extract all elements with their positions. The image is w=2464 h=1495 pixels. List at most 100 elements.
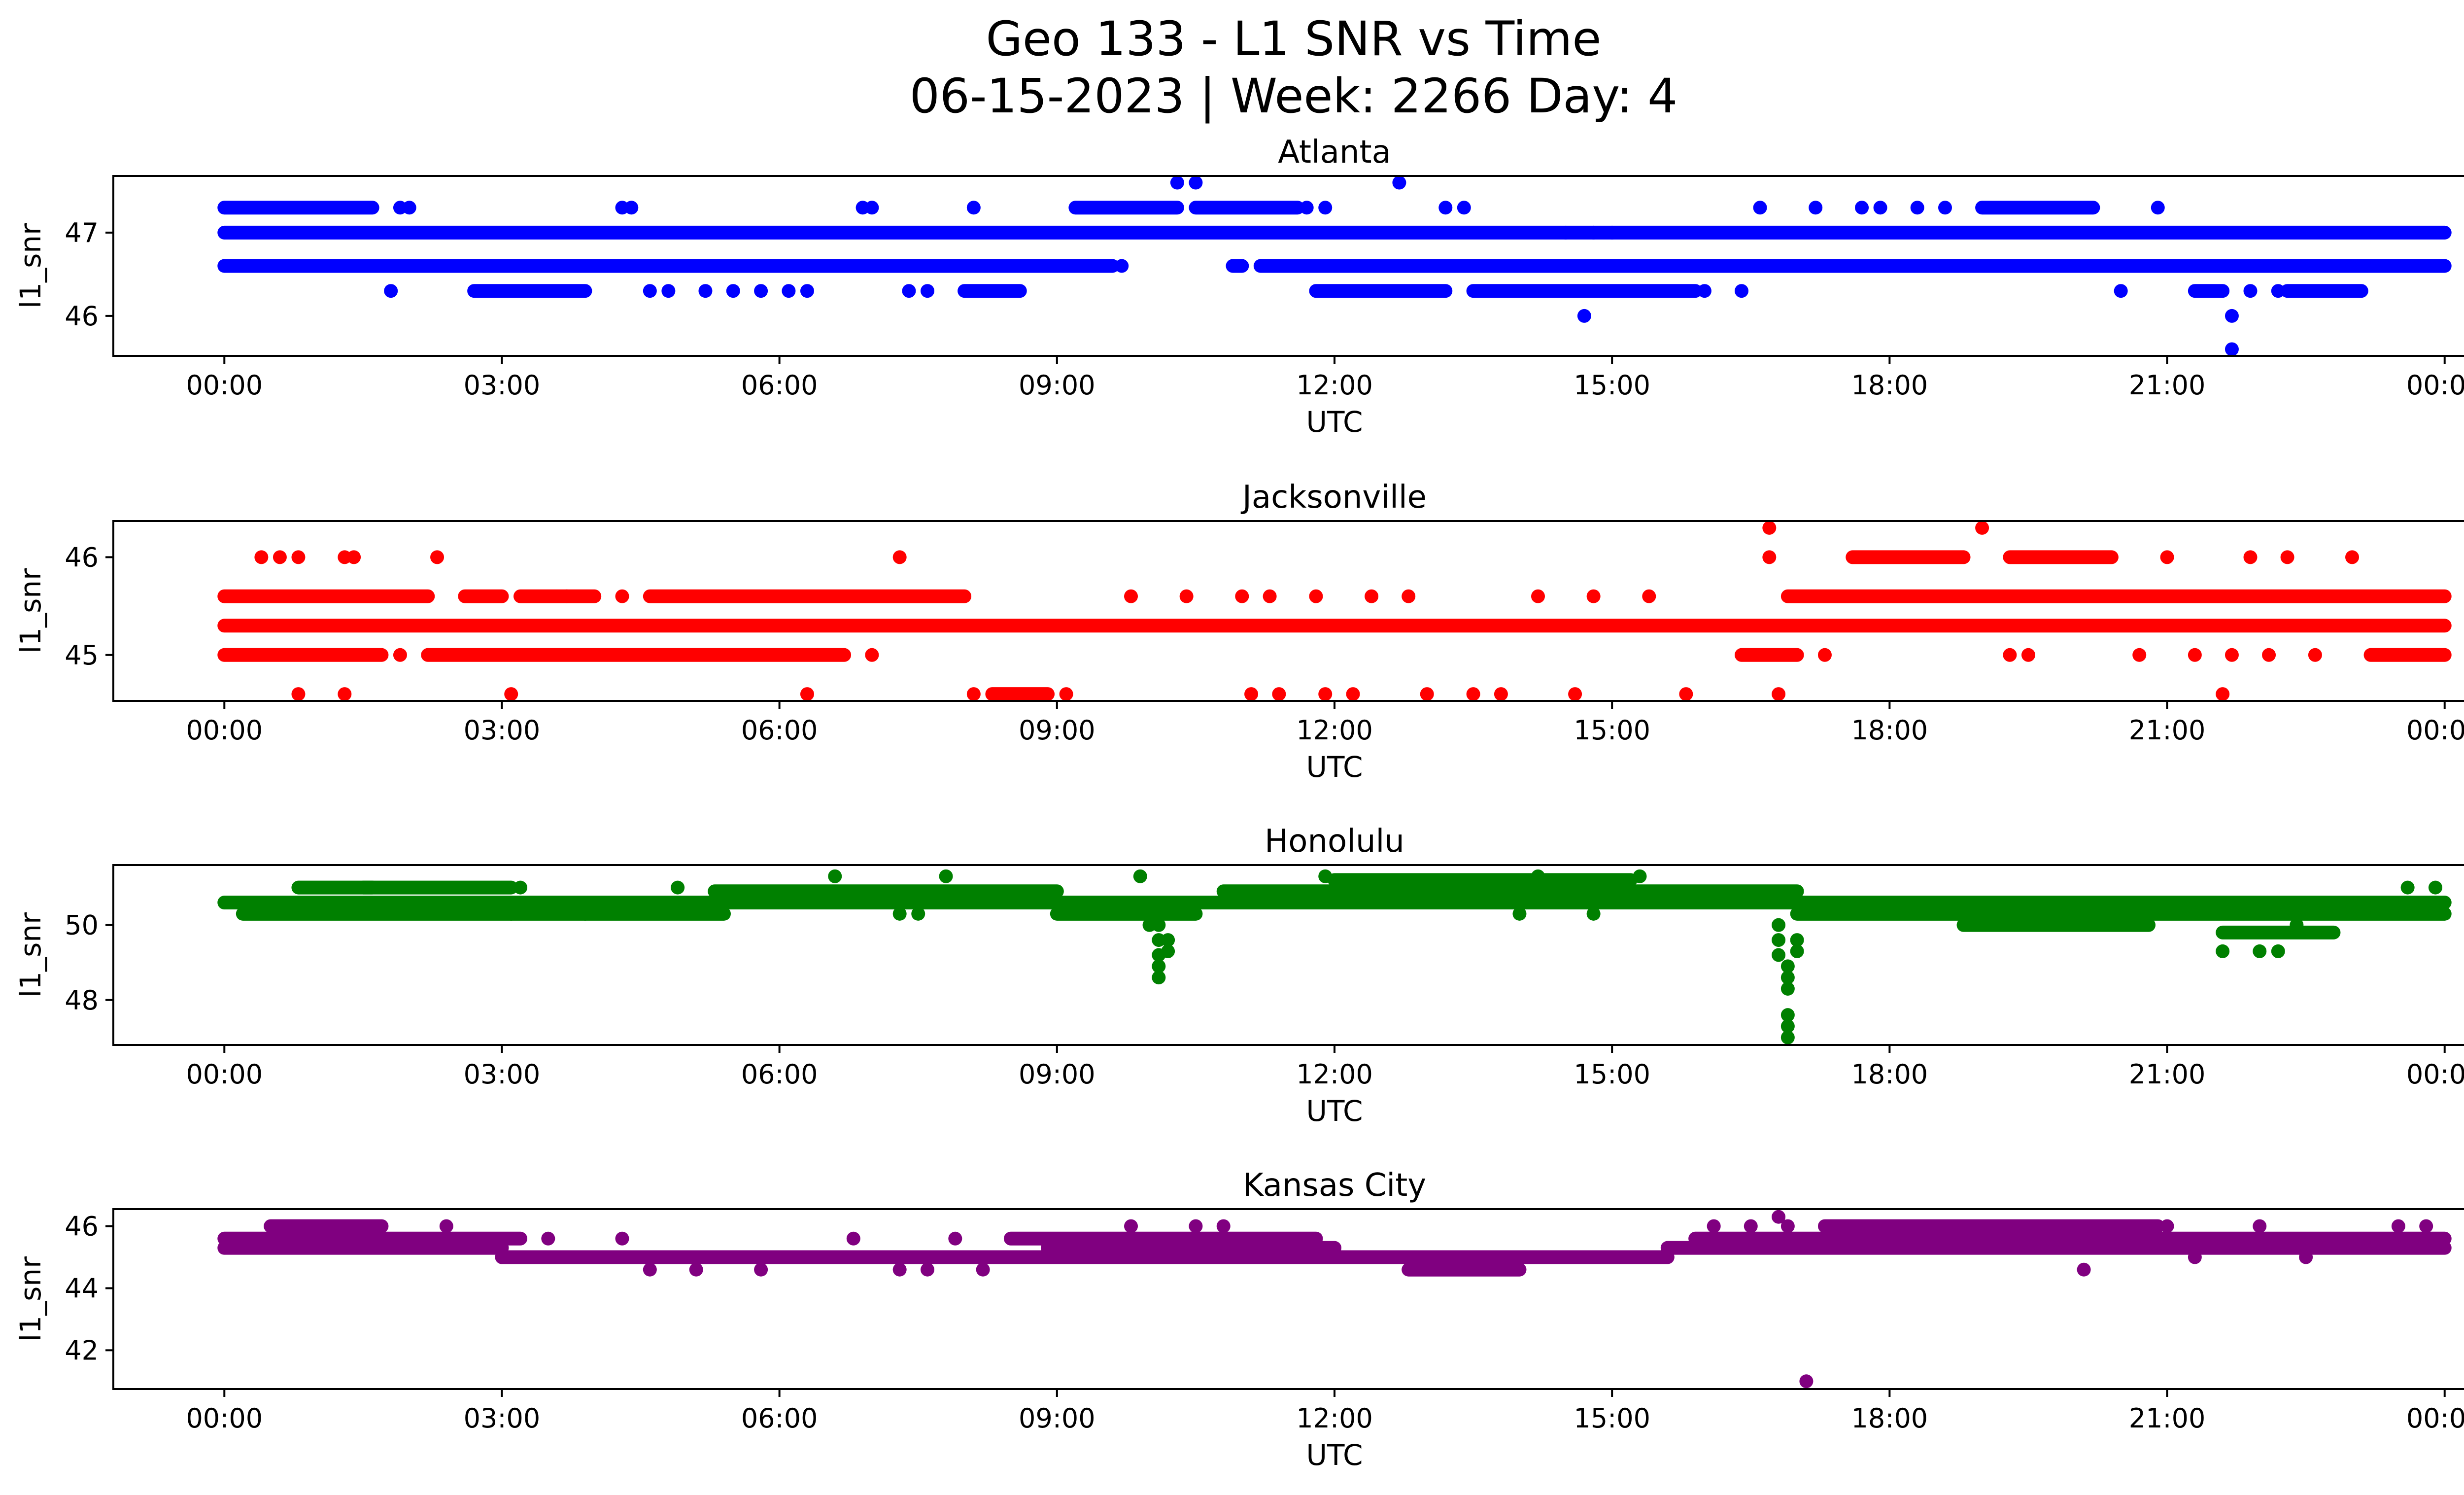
data-point xyxy=(2216,944,2230,958)
data-point xyxy=(2290,918,2304,932)
data-point xyxy=(1586,906,1601,921)
plot-area xyxy=(217,1210,2452,1389)
data-point xyxy=(1309,589,1323,603)
data-point xyxy=(338,687,352,701)
x-tick-label: 06:00 xyxy=(741,1403,818,1434)
data-point xyxy=(2400,880,2415,895)
data-point xyxy=(1577,309,1591,323)
data-point xyxy=(1809,201,1823,215)
data-point xyxy=(1780,981,1795,996)
data-point xyxy=(1633,869,1647,883)
data-point xyxy=(615,1231,629,1246)
x-tick-label: 12:00 xyxy=(1296,1059,1373,1090)
data-point xyxy=(1780,1219,1795,1233)
data-point xyxy=(726,284,740,298)
data-point xyxy=(1772,948,1786,962)
data-point xyxy=(504,687,518,701)
data-point xyxy=(1318,869,1333,883)
data-point xyxy=(1762,521,1777,535)
data-point xyxy=(1780,971,1795,985)
x-tick-label: 03:00 xyxy=(464,1403,541,1434)
data-point xyxy=(2280,550,2294,564)
data-point xyxy=(1189,176,1203,190)
x-tick-label: 06:00 xyxy=(741,370,818,401)
data-point xyxy=(1817,648,1832,662)
data-point xyxy=(1466,687,1480,701)
x-axis-label: UTC xyxy=(1306,405,1363,439)
data-point xyxy=(624,201,639,215)
data-point xyxy=(1975,521,1989,535)
data-point xyxy=(939,869,953,883)
x-tick-label: 15:00 xyxy=(1574,715,1650,746)
data-point xyxy=(1790,944,1804,958)
data-point xyxy=(2224,648,2239,662)
subplot-title: Atlanta xyxy=(1278,134,1391,171)
data-point xyxy=(384,284,398,298)
x-tick-label: 09:00 xyxy=(1019,370,1095,401)
data-point xyxy=(541,1231,555,1246)
data-point xyxy=(1420,687,1434,701)
y-tick-label: 42 xyxy=(65,1335,99,1366)
data-point xyxy=(2003,648,2017,662)
subplot-honolulu: 00:00 03:00 06:00 09:00 12:00 15:00 18:00 21:00… xyxy=(14,823,2464,1128)
data-point xyxy=(1790,933,1804,947)
data-point xyxy=(1568,687,1582,701)
x-tick-label: 21:00 xyxy=(2129,1059,2206,1090)
data-point xyxy=(2188,1250,2202,1264)
data-point xyxy=(430,550,445,564)
data-point xyxy=(754,284,768,298)
data-point xyxy=(1402,589,1416,603)
data-point xyxy=(578,906,592,921)
y-axis-label: l1_snr xyxy=(14,223,47,309)
x-tick-label: 12:00 xyxy=(1296,370,1373,401)
x-tick-label: 12:00 xyxy=(1296,715,1373,746)
data-point xyxy=(1059,687,1073,701)
data-point xyxy=(1586,225,1601,240)
data-point xyxy=(689,1262,703,1277)
x-tick-label: 06:00 xyxy=(741,1059,818,1090)
data-point xyxy=(1438,201,1453,215)
subplot-title: Jacksonville xyxy=(1240,479,1427,516)
x-tick-label: 00:00 xyxy=(186,715,263,746)
data-point xyxy=(1170,176,1184,190)
data-point xyxy=(1244,687,1259,701)
data-point xyxy=(902,284,916,298)
data-point xyxy=(1300,201,1314,215)
data-point xyxy=(1494,687,1508,701)
data-point xyxy=(2132,648,2147,662)
data-point xyxy=(2151,201,2165,215)
x-tick-label: 18:00 xyxy=(1851,370,1928,401)
x-tick-label: 00:00 xyxy=(186,1403,263,1434)
data-point xyxy=(2253,944,2267,958)
figure-title-line-1: Geo 133 - L1 SNR vs Time xyxy=(986,11,1602,67)
data-point xyxy=(911,906,925,921)
data-point xyxy=(1780,1019,1795,1033)
data-point xyxy=(1642,589,1656,603)
subplot-atlanta: 00:00 03:00 06:00 09:00 12:00 15:00 18:00 21:00… xyxy=(14,134,2464,439)
data-point xyxy=(1161,933,1175,947)
data-point xyxy=(291,550,306,564)
plot-area xyxy=(217,176,2452,356)
data-point xyxy=(800,284,814,298)
data-point xyxy=(1531,869,1545,883)
data-point xyxy=(254,550,269,564)
data-point xyxy=(1346,687,1360,701)
data-point xyxy=(1679,687,1693,701)
x-tick-label: 09:00 xyxy=(1019,1403,1095,1434)
data-point xyxy=(892,1262,907,1277)
subplot-title: Kansas City xyxy=(1243,1167,1426,1204)
data-point xyxy=(1697,284,1711,298)
x-tick-label: 00:00 xyxy=(2406,1059,2464,1090)
data-point xyxy=(2271,944,2285,958)
data-point xyxy=(2224,342,2239,356)
x-tick-label: 21:00 xyxy=(2129,1403,2206,1434)
x-tick-label: 03:00 xyxy=(464,1059,541,1090)
subplot-jacksonville: 00:00 03:00 06:00 09:00 12:00 15:00 18:00 21:00… xyxy=(14,479,2464,784)
x-tick-label: 12:00 xyxy=(1296,1403,1373,1434)
data-point xyxy=(2299,1250,2313,1264)
data-point xyxy=(347,550,361,564)
data-point xyxy=(1780,1030,1795,1044)
data-point xyxy=(504,906,518,921)
data-point xyxy=(2160,550,2174,564)
data-point xyxy=(671,880,685,895)
